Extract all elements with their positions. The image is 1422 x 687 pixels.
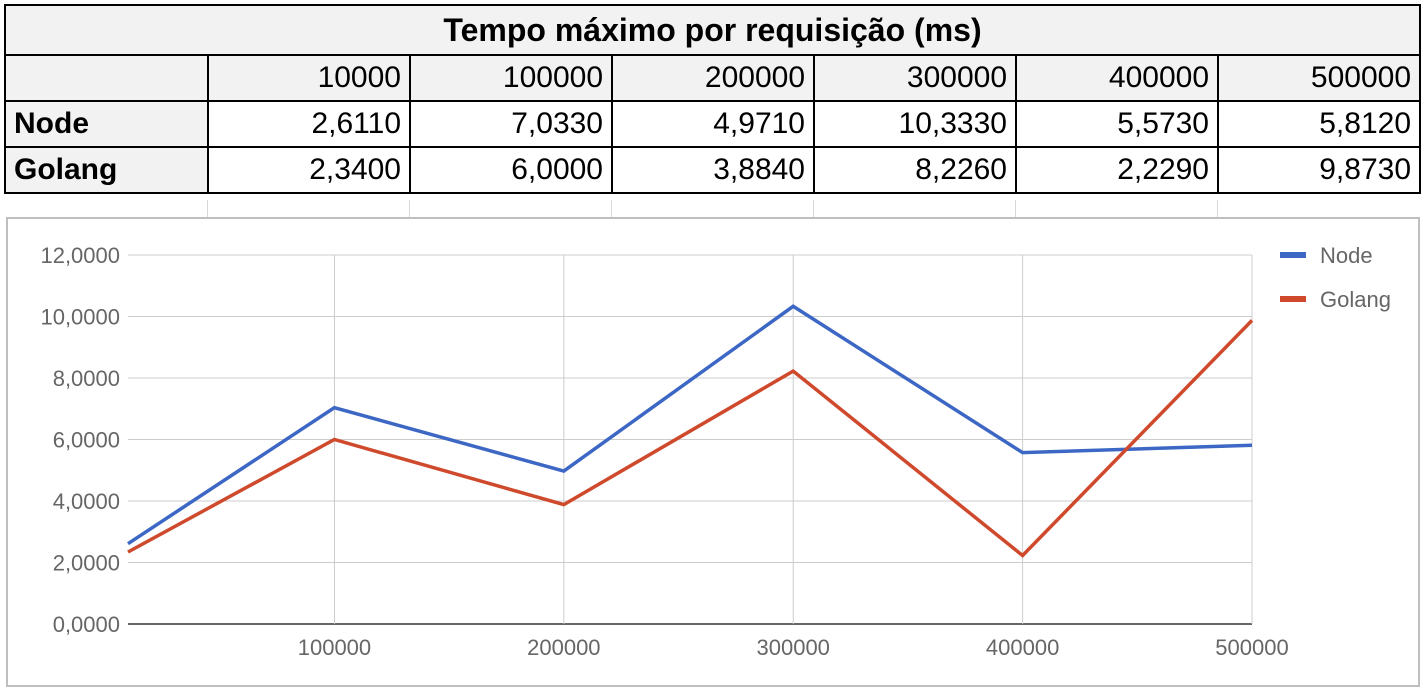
series-line-node[interactable]	[127, 304, 1253, 546]
y-tick-label: 8,0000	[53, 366, 120, 391]
x-tick-label: 500000	[1215, 635, 1288, 660]
table-cell[interactable]: 2,3400	[207, 146, 411, 194]
table-cell[interactable]: 10,3330	[813, 100, 1017, 148]
table-header-cell[interactable]: 500000	[1216, 54, 1422, 102]
y-tick-label: 0,0000	[53, 612, 120, 637]
table-cell[interactable]: 2,2290	[1015, 146, 1219, 194]
y-tick-label: 10,0000	[40, 305, 120, 330]
table-cell[interactable]: 6,0000	[409, 146, 613, 194]
y-tick-label: 6,0000	[53, 428, 120, 453]
table-cell[interactable]: 7,0330	[409, 100, 613, 148]
table-header-cell[interactable]: 10000	[207, 54, 411, 102]
x-tick-label: 200000	[527, 635, 600, 660]
y-tick-label: 4,0000	[53, 489, 120, 514]
table-cell[interactable]: 2,6110	[207, 100, 411, 148]
legend-swatch-golang	[1280, 296, 1306, 302]
data-table: Tempo máximo por requisição (ms) 10000 1…	[3, 4, 1422, 194]
legend-label-node[interactable]: Node	[1320, 243, 1373, 268]
table-header-cell[interactable]: 100000	[409, 54, 613, 102]
table-cell[interactable]: 3,8840	[611, 146, 815, 194]
table-header-cell[interactable]: 400000	[1015, 54, 1219, 102]
table-title[interactable]: Tempo máximo por requisição (ms)	[3, 4, 1422, 56]
legend-swatch-node	[1280, 252, 1306, 258]
table-cell[interactable]: 5,8120	[1216, 100, 1422, 148]
x-tick-label: 100000	[298, 635, 371, 660]
legend-label-golang[interactable]: Golang	[1320, 287, 1391, 312]
y-tick-label: 2,0000	[53, 551, 120, 576]
table-row-golang: Golang 2,3400 6,0000 3,8840 8,2260 2,229…	[4, 146, 1422, 194]
table-header-row: 10000 100000 200000 300000 400000 500000	[4, 54, 1422, 102]
series-line-golang[interactable]	[127, 319, 1254, 558]
table-cell[interactable]: 8,2260	[813, 146, 1017, 194]
table-row-node: Node 2,6110 7,0330 4,9710 10,3330 5,5730…	[4, 100, 1422, 148]
x-tick-label: 300000	[757, 635, 830, 660]
table-title-row: Tempo máximo por requisição (ms)	[3, 4, 1422, 56]
table-cell[interactable]: 5,5730	[1015, 100, 1219, 148]
table-header-cell[interactable]: 300000	[813, 54, 1017, 102]
y-tick-label: 12,0000	[40, 243, 120, 268]
row-label-golang[interactable]: Golang	[4, 146, 209, 194]
row-label-node[interactable]: Node	[4, 100, 209, 148]
table-corner-cell[interactable]	[4, 54, 209, 102]
table-cell[interactable]: 9,8730	[1216, 146, 1422, 194]
chart-svg: 0,0000 2,0000 4,0000 6,0000 8,0000 10,0000 12,…	[40, 243, 1391, 660]
table-header-cell[interactable]: 200000	[611, 54, 815, 102]
table-cell[interactable]: 4,9710	[611, 100, 815, 148]
x-tick-label: 400000	[986, 635, 1059, 660]
line-chart[interactable]: 0,0000 2,0000 4,0000 6,0000 8,0000 10,0000 12,…	[6, 217, 1420, 687]
